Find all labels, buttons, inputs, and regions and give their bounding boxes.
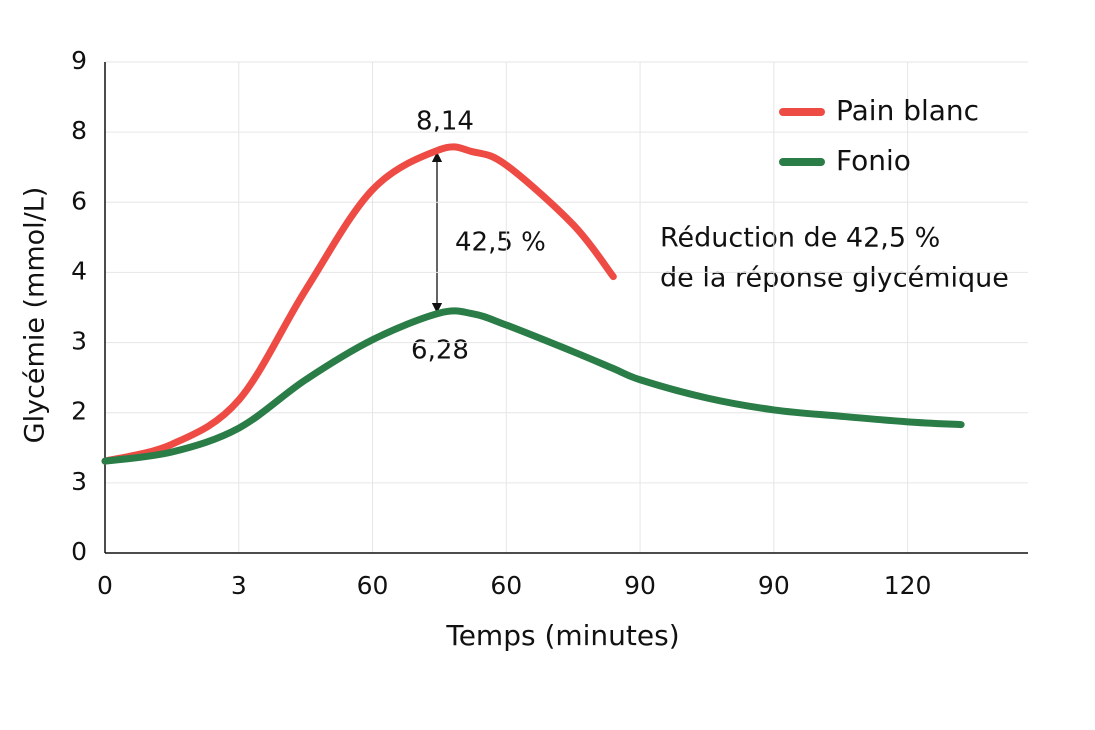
y-tick-label: 2 (71, 397, 87, 426)
series-line (101, 143, 617, 465)
peak-label: 8,14 (416, 107, 474, 137)
y-tick-label: 3 (71, 327, 87, 356)
y-tick-label: 8 (71, 116, 87, 145)
y-tick-label: 4 (71, 256, 87, 285)
y-tick-label: 6 (71, 186, 87, 215)
legend-label: Fonio (836, 144, 911, 177)
x-axis-title: Temps (minutes) (445, 619, 679, 652)
x-tick-label: 120 (884, 571, 932, 600)
x-tick-label: 90 (624, 571, 656, 600)
note-line: Réduction de 42,5 % (660, 223, 940, 254)
legend-label: Pain blanc (836, 94, 979, 127)
x-tick-label: 3 (231, 571, 247, 600)
series-line (101, 307, 965, 465)
difference-label: 42,5 % (455, 228, 546, 258)
peak-label: 6,28 (411, 336, 469, 366)
y-tick-label: 0 (71, 537, 87, 566)
x-tick-label: 60 (357, 571, 389, 600)
y-axis-title: Glycémie (mmol/L) (20, 187, 51, 444)
x-tick-label: 60 (490, 571, 522, 600)
x-tick-label: 90 (758, 571, 790, 600)
x-tick-label: 0 (97, 571, 113, 600)
y-tick-label: 3 (71, 467, 87, 496)
y-tick-label: 9 (71, 46, 87, 75)
note-line: de la réponse glycémique (660, 263, 1009, 294)
